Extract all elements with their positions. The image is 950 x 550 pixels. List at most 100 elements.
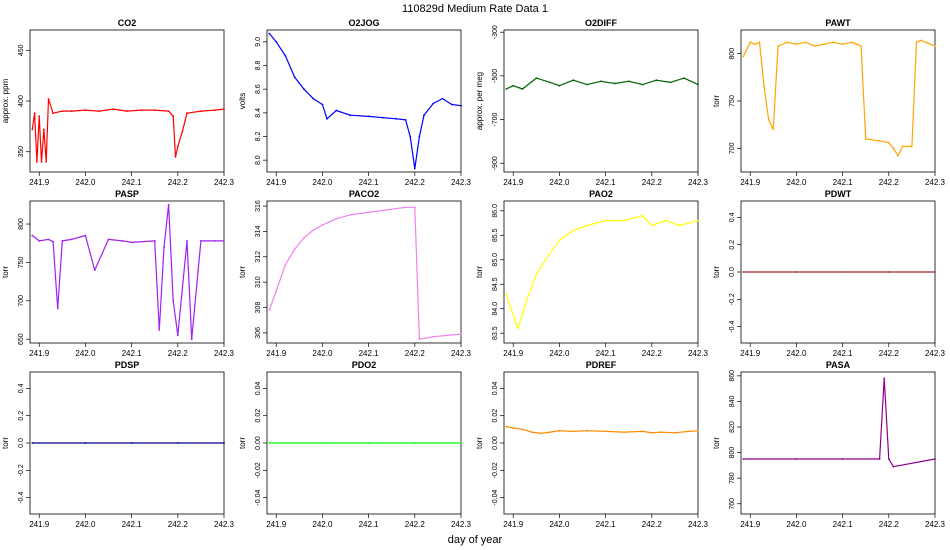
data-point [544,258,547,261]
x-tick-label: 242.1 [359,349,380,358]
data-point [423,114,425,117]
y-tick-label: 83.5 [492,326,499,340]
y-tick-label: 800 [18,218,25,230]
data-point [386,209,388,211]
x-tick-label: 242.3 [925,178,946,187]
data-point [742,458,745,460]
data-point [512,427,515,429]
data-point [153,109,156,111]
y-tick-label: 400 [18,95,25,107]
data-point [163,246,165,249]
x-tick-label: 242.1 [833,178,854,187]
x-tick-label: 242.0 [312,349,333,358]
data-point [892,147,895,150]
x-tick-label: 242.0 [786,520,807,529]
series-line-pawt [742,39,936,157]
y-tick-label: -0.04 [492,490,499,506]
data-point [512,84,515,87]
y-tick-label: 800 [729,447,736,459]
data-point [186,240,188,242]
y-tick-label: 0.4 [18,383,25,393]
data-point [404,206,407,209]
series-line-pdref [506,426,699,434]
y-axis-label: torr [475,266,484,278]
data-point [98,110,101,112]
data-point [312,229,315,232]
x-tick-label: 242.1 [596,178,617,187]
data-point [200,110,202,112]
data-point [52,112,54,115]
data-point [43,128,45,131]
panel-pasp: PASP torr 241.9 242.0 242.1 242.2 242.3 650 700 7… [1,189,235,358]
x-tick-label: 241.9 [29,349,50,358]
data-point [45,161,48,163]
data-point [223,442,225,444]
data-point [33,112,36,115]
data-point [678,224,681,227]
x-tick-label: 242.0 [312,178,333,187]
data-point [572,79,575,82]
data-point [600,80,602,83]
data-point [641,83,644,86]
x-tick-label: 242.3 [925,520,946,529]
y-axis-label: torr [475,437,484,449]
panel-title: PASP [115,189,139,199]
y-tick-label: 85.5 [492,228,499,242]
y-tick-label: 314 [255,225,262,237]
y-tick-label: -0.4 [729,320,736,332]
x-tick-label: 242.1 [122,349,143,358]
y-tick-label: 8.6 [255,84,262,94]
y-tick-label: 8.4 [255,108,262,118]
data-point [521,428,524,431]
x-tick-label: 242.2 [405,520,426,529]
y-axis-label: torr [712,95,721,107]
data-point [409,135,412,138]
data-point [674,431,676,434]
x-tick-label: 242.0 [75,520,96,529]
x-tick-label: 242.3 [451,349,472,358]
data-point [772,128,775,131]
data-point [864,138,867,140]
data-point [321,224,324,227]
data-point [641,430,644,433]
data-point [367,442,370,444]
data-point [56,307,59,310]
y-tick-label: 860 [729,370,736,382]
panel-title: PDREF [586,360,617,370]
x-tick-label: 242.1 [596,349,617,358]
data-point [742,55,745,58]
x-tick-label: 242.2 [879,349,900,358]
y-tick-label: -0.04 [255,490,262,506]
data-point [841,43,844,46]
data-point [823,43,825,46]
data-point [446,334,448,337]
data-point [107,238,110,241]
data-point [505,88,508,90]
x-tick-label: 242.3 [688,349,709,358]
data-point [535,77,538,79]
x-tick-label: 242.3 [451,520,472,529]
y-axis-label: torr [1,266,10,278]
y-tick-label: 0.2 [729,240,736,250]
data-point [460,333,462,335]
data-point [660,431,662,433]
data-point [275,290,278,292]
data-point [93,269,96,271]
panel-co2: CO2 approx. ppm 241.9 242.0 242.1 242.2 242.3 3… [1,18,235,187]
data-point [804,41,807,44]
data-point [669,81,672,84]
data-point [70,238,73,241]
y-tick-label: 310 [255,276,262,288]
series-line-o2diff [506,77,699,90]
data-point [335,109,338,112]
data-point [521,88,524,90]
y-axis-label: torr [238,437,247,449]
data-point [200,240,202,242]
y-axis-label: torr [238,266,247,278]
data-point [795,43,798,46]
data-point [38,115,41,118]
x-tick-label: 242.1 [833,349,854,358]
y-tick-label: 86.0 [492,204,499,218]
plot-frame [503,29,699,173]
data-point [349,214,351,216]
